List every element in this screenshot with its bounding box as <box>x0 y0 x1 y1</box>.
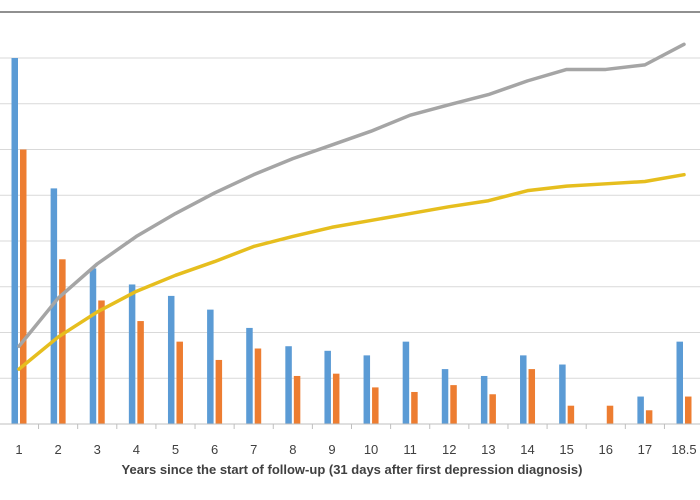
bar-series-1-14 <box>520 355 527 424</box>
bar-series-1-7 <box>246 327 253 424</box>
x-tick-label-17: 17 <box>638 442 652 457</box>
x-tick-label-9: 9 <box>328 442 335 457</box>
x-tick-label-7: 7 <box>250 442 257 457</box>
bar-series-2-4 <box>137 321 144 424</box>
bar-series-2-17 <box>645 410 653 424</box>
bar-series-1-11 <box>402 341 410 424</box>
x-tick-label-6: 6 <box>211 442 218 457</box>
bar-series-1-1 <box>11 58 18 424</box>
bar-series-2-14 <box>528 369 536 424</box>
line-series-1 <box>17 42 686 348</box>
bar-series-1-5 <box>167 295 175 424</box>
bar-series-1-15 <box>559 364 566 424</box>
bar-series-2-1 <box>20 149 27 424</box>
bar-series-2-6 <box>215 359 223 424</box>
x-tick-label-5: 5 <box>172 442 179 457</box>
x-tick-label-16: 16 <box>599 442 613 457</box>
bar-series-1-2 <box>50 188 58 424</box>
x-tick-label-1: 1 <box>15 442 22 457</box>
x-tick-label-2: 2 <box>55 442 62 457</box>
bar-series-2-11 <box>411 391 418 424</box>
bar-series-1-6 <box>207 309 214 424</box>
bar-series-1-17 <box>637 396 644 424</box>
series-lines <box>17 42 686 371</box>
bar-series-1-13 <box>480 375 488 424</box>
bar-series-2-10 <box>372 387 379 424</box>
x-tick-label-8: 8 <box>289 442 296 457</box>
bar-series-1-18.5 <box>676 341 683 424</box>
x-tick-label-4: 4 <box>133 442 140 457</box>
bar-series-1-12 <box>441 369 449 424</box>
x-tick-labels: 1 2 3 4 5 6 7 8 9 10 11 12 13 14 15 16 17 18.5 <box>15 424 697 457</box>
bar-series-2-5 <box>176 341 183 424</box>
gridlines <box>0 11 700 425</box>
x-tick-label-18.5: 18.5 <box>671 442 696 457</box>
bar-series-1-8 <box>285 346 292 424</box>
x-tick-label-12: 12 <box>442 442 456 457</box>
bar-series-1-3 <box>89 268 97 424</box>
x-tick-label-13: 13 <box>481 442 495 457</box>
bar-series-2-15 <box>567 405 575 424</box>
bar-series-2-9 <box>332 373 340 424</box>
bar-series-1-4 <box>128 284 136 424</box>
bar-series-2-8 <box>293 375 301 424</box>
x-tick-label-14: 14 <box>520 442 534 457</box>
bar-series-2-13 <box>489 394 496 424</box>
bar-series-1-9 <box>324 350 331 424</box>
x-tick-label-3: 3 <box>94 442 101 457</box>
bar-series-2-12 <box>450 385 457 424</box>
bar-series-1-10 <box>363 355 371 424</box>
x-axis-label: Years since the start of follow-up (31 d… <box>122 462 583 477</box>
bars <box>11 58 692 424</box>
bar-series-2-3 <box>98 300 105 424</box>
bar-series-2-7 <box>254 348 262 424</box>
bar-series-2-16 <box>606 405 614 424</box>
x-tick-label-11: 11 <box>403 442 417 457</box>
bar-series-2-18.5 <box>685 396 692 424</box>
bar-series-2-2 <box>59 259 66 424</box>
line-series-2 <box>17 172 686 371</box>
x-tick-label-15: 15 <box>559 442 573 457</box>
x-tick-label-10: 10 <box>364 442 378 457</box>
